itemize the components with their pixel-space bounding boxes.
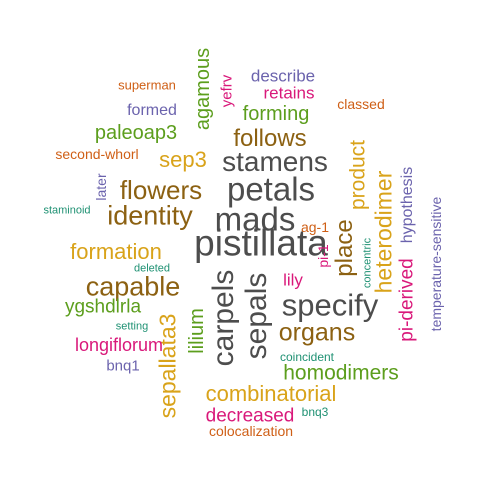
- word-carpels: carpels: [207, 269, 240, 367]
- word-pistillata: pistillata: [194, 222, 328, 264]
- word-pi-derived: pi-derived: [396, 258, 418, 342]
- word-identity: identity: [107, 200, 193, 231]
- word-homodimers: homodimers: [283, 361, 399, 385]
- word-ygshdlrla: ygshdlrla: [64, 296, 142, 318]
- word-decreased: decreased: [205, 405, 295, 427]
- word-yefrv: yefrv: [218, 74, 236, 108]
- word-petals: petals: [226, 170, 316, 208]
- word-bnq3: bnq3: [301, 405, 329, 419]
- word-sepals: sepals: [240, 272, 273, 360]
- word-stamens: stamens: [222, 146, 328, 177]
- word-setting: setting: [115, 320, 149, 333]
- word-capable: capable: [85, 271, 181, 302]
- word-later: later: [93, 173, 109, 201]
- word-mads: mads: [214, 200, 296, 238]
- word-formation: formation: [70, 239, 162, 264]
- word-agamous: agamous: [192, 47, 214, 131]
- word-formed: formed: [127, 102, 177, 119]
- word-bnq1: bnq1: [106, 357, 140, 375]
- word-temperature-sensitive: temperature-sensitive: [428, 196, 444, 332]
- word-retains: retains: [263, 83, 315, 103]
- word-classed: classed: [337, 96, 385, 112]
- word-longiflorum: longiflorum: [74, 335, 164, 355]
- word-organs: organs: [278, 318, 356, 347]
- word-describe: describe: [250, 66, 316, 86]
- word-coincident: coincident: [279, 350, 335, 364]
- word-forming: forming: [242, 103, 310, 125]
- word-staminoid: staminoid: [43, 204, 91, 217]
- word-pi-1: pi-1: [315, 244, 331, 268]
- word-follows: follows: [233, 125, 307, 152]
- word-hypothesis: hypothesis: [399, 166, 416, 244]
- word-deleted: deleted: [133, 262, 171, 275]
- word-lily: lily: [283, 270, 303, 290]
- word-ag-1: ag-1: [300, 219, 330, 235]
- word-colocalization: colocalization: [208, 423, 294, 439]
- word-second-whorl: second-whorl: [55, 146, 139, 162]
- word-sep3: sep3: [159, 147, 207, 172]
- word-place: place: [331, 219, 358, 277]
- word-sepallata3: sepallata3: [154, 313, 181, 419]
- word-flowers: flowers: [119, 175, 203, 205]
- word-concentric: concentric: [361, 237, 374, 289]
- word-specify: specify: [281, 287, 379, 323]
- word-heterodimer: heterodimer: [370, 170, 397, 294]
- word-lilium: lilium: [186, 308, 208, 354]
- word-superman: superman: [118, 77, 176, 93]
- word-combinatorial: combinatorial: [205, 381, 337, 406]
- word-product: product: [346, 139, 370, 211]
- word-paleoap3: paleoap3: [94, 122, 178, 144]
